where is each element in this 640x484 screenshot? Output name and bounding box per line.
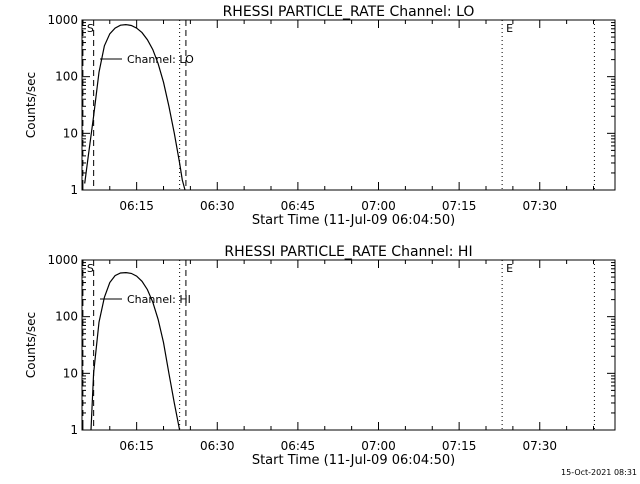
x-axis-label: Start Time (11-Jul-09 06:04:50) xyxy=(252,453,455,468)
legend-label: Channel: HI xyxy=(127,293,191,306)
legend-label: Channel: LO xyxy=(127,53,194,66)
marker-label: E xyxy=(506,22,513,35)
x-tick-label: 06:45 xyxy=(281,439,316,453)
y-axis-label: Counts/sec xyxy=(24,312,38,378)
y-axis-label: Counts/sec xyxy=(24,72,38,138)
y-tick-label: 1 xyxy=(70,183,78,197)
footer-timestamp: 15-Oct-2021 08:31 xyxy=(561,468,637,477)
x-tick-label: 07:00 xyxy=(361,439,396,453)
y-tick-label: 1000 xyxy=(47,13,78,27)
y-tick-label: 1 xyxy=(70,423,78,437)
marker-label: S xyxy=(87,262,94,275)
x-tick-label: 07:30 xyxy=(522,439,557,453)
plot-frame xyxy=(81,259,616,431)
y-tick-label: 100 xyxy=(55,70,78,84)
plot-frame xyxy=(81,19,616,191)
marker-label: E xyxy=(506,262,513,275)
x-tick-label: 06:30 xyxy=(200,199,235,213)
y-tick-label: 100 xyxy=(55,310,78,324)
x-tick-label: 06:30 xyxy=(200,439,235,453)
x-tick-label: 06:15 xyxy=(119,439,154,453)
y-tick-label: 10 xyxy=(63,366,78,380)
x-axis-label: Start Time (11-Jul-09 06:04:50) xyxy=(252,213,455,228)
x-tick-label: 07:30 xyxy=(522,199,557,213)
x-tick-label: 06:45 xyxy=(281,199,316,213)
x-tick-label: 07:15 xyxy=(442,199,477,213)
x-tick-label: 07:00 xyxy=(361,199,396,213)
y-tick-label: 10 xyxy=(63,126,78,140)
series-line xyxy=(90,271,181,431)
y-tick-label: 1000 xyxy=(47,253,78,267)
chart-title: RHESSI PARTICLE_RATE Channel: LO xyxy=(223,4,475,20)
marker-label: S xyxy=(87,22,94,35)
chart-title: RHESSI PARTICLE_RATE Channel: HI xyxy=(224,244,472,260)
series-line xyxy=(84,23,186,191)
x-tick-label: 06:15 xyxy=(119,199,154,213)
x-tick-label: 07:15 xyxy=(442,439,477,453)
